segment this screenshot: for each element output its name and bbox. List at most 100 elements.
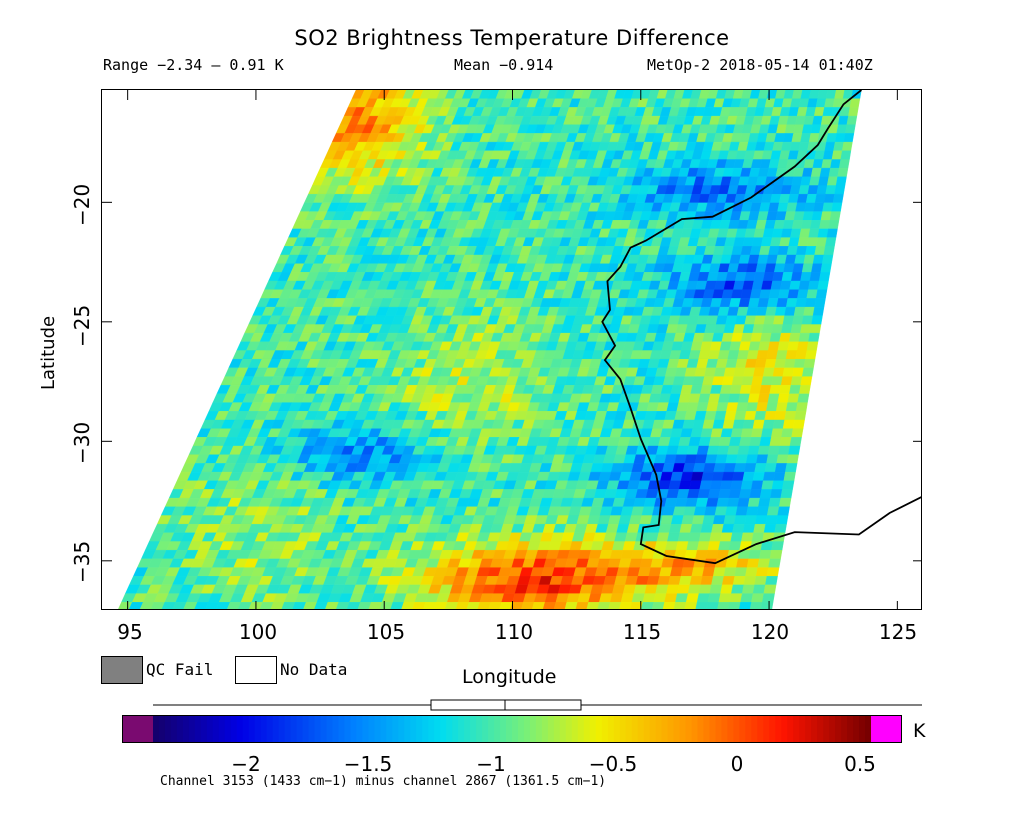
heatmap-cell — [756, 402, 769, 412]
heatmap-cell — [687, 489, 700, 499]
heatmap-cell — [700, 576, 714, 586]
heatmap-cell — [754, 515, 768, 525]
heatmap-cell — [721, 524, 735, 533]
colorbar-segment — [637, 716, 645, 742]
colorbar-segment — [308, 716, 316, 742]
heatmap-cell — [782, 419, 795, 429]
heatmap-cell — [787, 341, 800, 351]
colorbar-segment — [332, 716, 340, 742]
heatmap-cell — [695, 550, 709, 560]
heatmap-cell — [734, 567, 748, 577]
heatmap-cell — [783, 263, 795, 273]
heatmap-cell — [800, 324, 812, 334]
heatmap-cell — [730, 532, 744, 542]
heatmap-cell — [711, 471, 725, 481]
colorbar-segment — [452, 716, 459, 742]
heatmap-cell — [820, 211, 832, 221]
heatmap-cell — [786, 246, 799, 256]
heatmap-cell — [728, 602, 741, 609]
heatmap-cell — [669, 567, 684, 577]
heatmap-cell — [675, 541, 689, 551]
heatmap-cell — [792, 315, 804, 325]
heatmap-cell — [814, 193, 826, 204]
heatmap-cell — [777, 506, 790, 516]
colorbar-segment — [745, 716, 752, 742]
heatmap-cell — [803, 254, 815, 264]
heatmap-cell — [828, 220, 840, 230]
heatmap-cell — [817, 228, 829, 238]
heatmap-cell — [795, 350, 808, 360]
colorbar-segment — [392, 716, 399, 742]
colorbar-segment — [404, 716, 411, 742]
heatmap-cell — [680, 567, 694, 577]
heatmap-cell — [765, 576, 778, 586]
colorbar-segment — [847, 716, 854, 742]
colorbar-segment — [338, 716, 346, 742]
heatmap-cell — [753, 524, 766, 533]
colorbar-segment — [535, 716, 543, 742]
heatmap-cell — [823, 246, 835, 256]
heatmap-cell — [798, 185, 810, 195]
heatmap-cell — [793, 359, 806, 369]
y-tick-label: −20 — [70, 183, 94, 226]
heatmap-cell — [727, 445, 740, 455]
colorbar-segment — [158, 716, 166, 742]
heatmap-cell — [793, 306, 806, 317]
heatmap-cell — [831, 202, 843, 212]
heatmap-cell — [752, 471, 766, 481]
x-tick-label: 110 — [494, 620, 534, 644]
heatmap-cell — [769, 332, 782, 343]
heatmap-cell — [757, 558, 771, 568]
heatmap-cell — [760, 602, 774, 609]
heatmap-cell — [825, 185, 837, 195]
heatmap-cell — [695, 497, 709, 507]
heatmap-cell — [730, 480, 743, 490]
heatmap-cell — [756, 454, 769, 464]
heatmap-cell — [737, 445, 750, 455]
heatmap-cell — [764, 359, 777, 369]
heatmap-cell — [805, 350, 817, 360]
heatmap-cell — [732, 524, 745, 533]
heatmap-cell — [803, 359, 816, 369]
heatmap-cell — [792, 419, 805, 429]
heatmap-cell — [767, 393, 780, 403]
heatmap-cell — [770, 489, 783, 499]
heatmap-cell — [795, 402, 808, 412]
heatmap-cell — [564, 602, 578, 609]
heatmap-cell — [744, 463, 757, 473]
heatmap-cell — [804, 298, 817, 308]
heatmap-cell — [635, 576, 650, 586]
colorbar-tick-label: −1 — [476, 752, 506, 776]
heatmap-cell — [683, 506, 697, 516]
colorbar-segment — [553, 716, 561, 742]
heatmap-cell — [777, 341, 790, 351]
colorbar-segment — [170, 716, 178, 742]
colorbar-segment — [697, 716, 705, 742]
colorbar-segment — [422, 716, 429, 742]
heatmap-cell — [664, 593, 678, 603]
heatmap-cell — [784, 306, 796, 317]
heatmap-cell — [811, 263, 823, 273]
heatmap-cell — [662, 602, 676, 609]
heatmap-cell — [681, 515, 695, 525]
heatmap-cell — [771, 541, 784, 551]
colorbar-segment — [727, 716, 734, 742]
heatmap-cell — [811, 315, 823, 325]
heatmap-cell — [763, 315, 776, 325]
heatmap-cell — [771, 324, 784, 334]
y-axis-label: Latitude — [38, 315, 59, 390]
colorbar-segment — [374, 716, 381, 742]
heatmap-cell — [740, 480, 754, 490]
heatmap-cell — [838, 159, 850, 169]
heatmap-cell — [772, 272, 784, 282]
heatmap-cell — [785, 298, 798, 308]
heatmap-cell — [784, 411, 797, 421]
heatmap-cell — [806, 341, 819, 351]
heatmap-cell — [747, 445, 760, 455]
x-tick-label: 120 — [750, 620, 790, 644]
colorbar-segment — [709, 716, 717, 742]
heatmap-cell — [752, 584, 766, 594]
heatmap-cell — [668, 524, 682, 533]
heatmap-cell — [829, 211, 841, 221]
heatmap-cell — [840, 150, 852, 160]
